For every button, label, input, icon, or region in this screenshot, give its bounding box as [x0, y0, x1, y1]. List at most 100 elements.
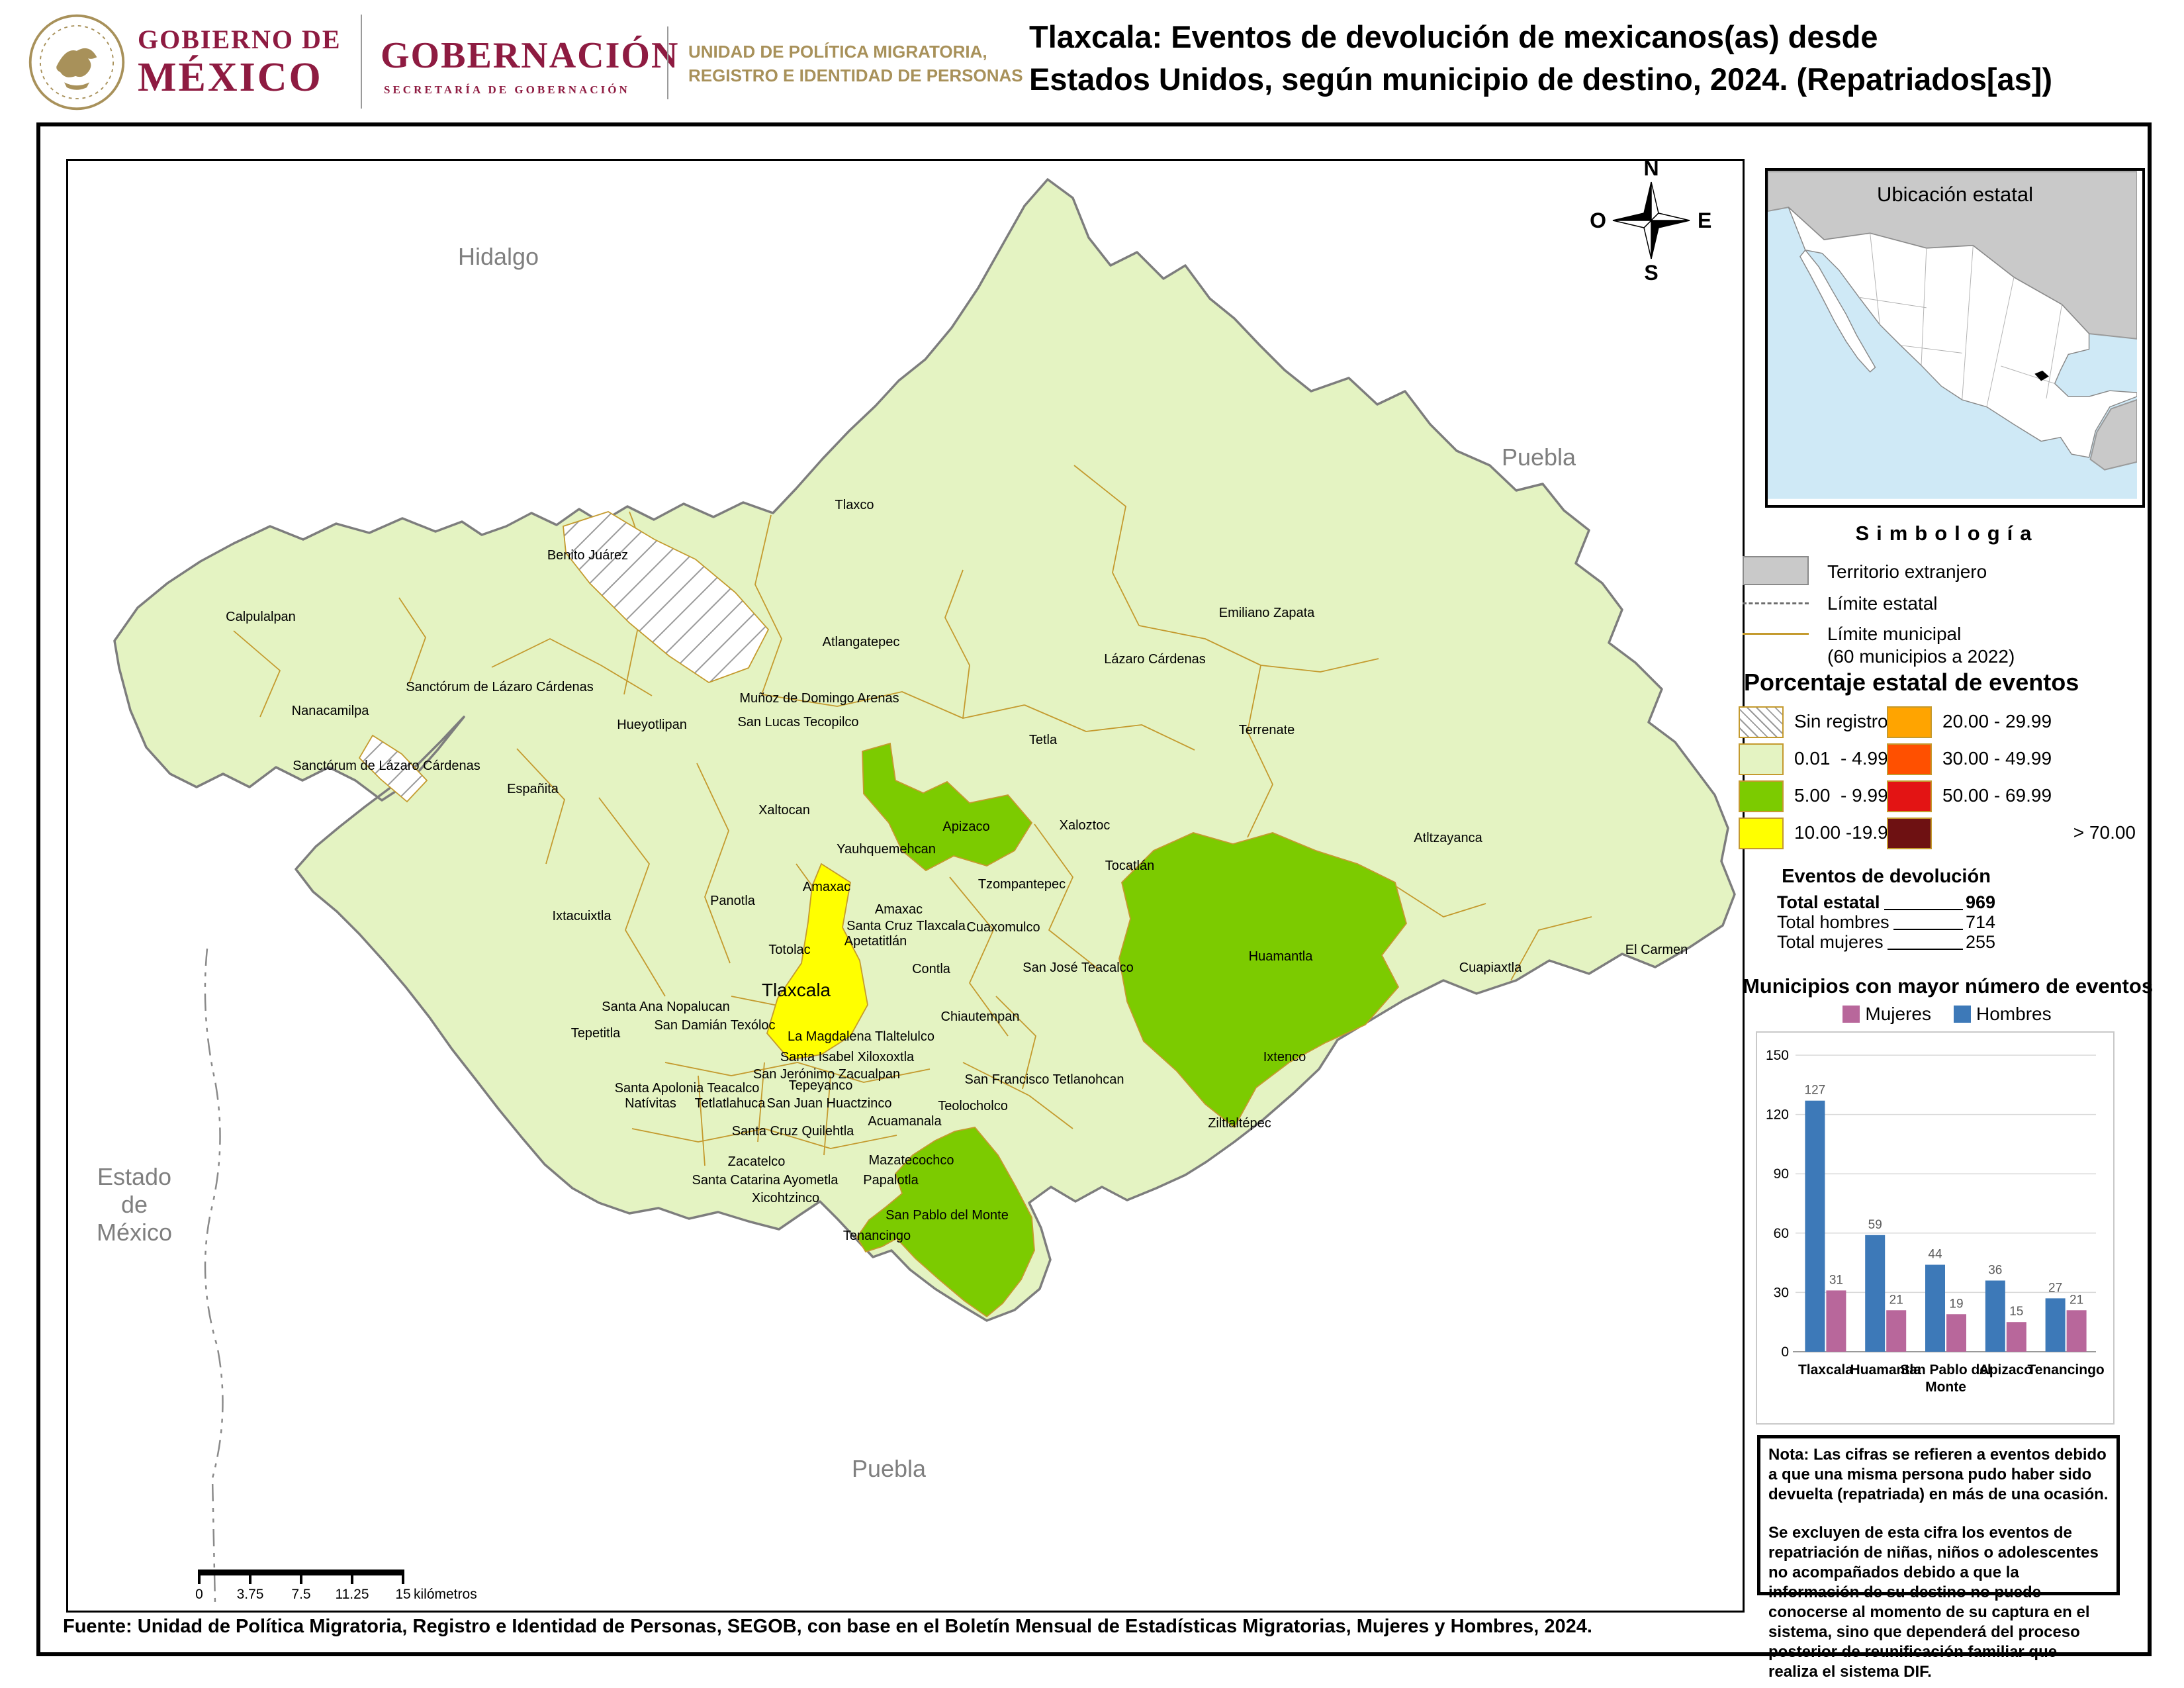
municipality-label: Santa Ana Nopalucan	[602, 1000, 730, 1014]
compass-letters: N S E O	[1590, 161, 1711, 285]
municipality-label: Tlaxco	[835, 498, 874, 512]
y-axis-tick-label: 30	[1774, 1285, 1789, 1300]
mexico-eagle-seal-icon	[28, 14, 125, 111]
percent-legend-row: 0.01 - 4.99 30.00 - 49.99	[1739, 740, 2144, 777]
gobierno-de-text: GOBIERNO DE	[138, 24, 341, 54]
municipality-label: Lázaro Cárdenas	[1104, 652, 1205, 667]
stat-value: 255	[1965, 932, 1995, 952]
bar-value-label: 59	[1868, 1218, 1882, 1232]
bar-hombres-apizaco	[1985, 1280, 2005, 1352]
municipality-label: Terrenate	[1239, 723, 1295, 737]
neighbor-state-label: Puebla	[852, 1455, 927, 1482]
municipality-label: Apetatitlán	[844, 934, 907, 949]
legend-label: 5.00 - 9.99	[1794, 785, 1888, 806]
series-legend-item-hombres: Hombres	[1954, 1004, 2052, 1025]
municipality-label: Emiliano Zapata	[1219, 606, 1315, 620]
title-line-1: Tlaxcala: Eventos de devolución de mexic…	[1029, 19, 1878, 54]
bar-mujeres-san-pablo-del-monte	[1946, 1314, 1966, 1352]
compass-s: S	[1644, 261, 1658, 285]
municipality-label: Apizaco	[942, 820, 989, 834]
note-paragraph: Se excluyen de esta cifra los eventos de…	[1768, 1524, 2099, 1681]
municipality-label: Papalotla	[863, 1173, 919, 1188]
legend-label: 0.01 - 4.99	[1794, 748, 1888, 769]
municipality-label: Muñoz de Domingo Arenas	[739, 691, 899, 706]
bar-mujeres-tlaxcala	[1826, 1290, 1846, 1352]
legend-swatch	[1887, 818, 1932, 849]
bar-value-label: 19	[1949, 1297, 1963, 1311]
source-line: Fuente: Unidad de Política Migratoria, R…	[63, 1616, 1592, 1637]
devolution-stats: Eventos de devolución Total estatal 969 To…	[1777, 866, 1995, 953]
stat-leader-line	[1887, 949, 1963, 950]
legend-swatch	[1887, 780, 1932, 812]
legend-label: 20.00 - 29.99	[1942, 711, 2052, 731]
municipality-label: Amaxac	[875, 902, 923, 917]
percent-legend-row: Sin registro 20.00 - 29.99	[1739, 703, 2144, 740]
bar-chart: 0 30 60 90 120 150 127 31 Tlaxcala 59 21 Huamantla 4…	[1756, 1031, 2115, 1425]
bar-value-label: 31	[1829, 1273, 1843, 1287]
municipality-label: Atlangatepec	[823, 635, 900, 649]
municipality-label: Sanctórum de Lázaro Cárdenas	[406, 680, 594, 694]
municipality-label: Chiautempan	[941, 1009, 1020, 1024]
bar-value-label: 27	[2048, 1281, 2062, 1295]
mexico-state-lines	[1858, 233, 2062, 407]
legend-label: > 70.00	[2073, 822, 2136, 843]
mexico-mainland	[1788, 207, 2138, 458]
y-axis-tick-label: 120	[1766, 1107, 1789, 1123]
scale-bar: 0 3.75 7.5 11.25 15 kilómetros	[195, 1570, 477, 1602]
municipality-label: San Francisco Tetlanohcan	[965, 1072, 1124, 1087]
municipality-label: Totolac	[768, 943, 810, 957]
percent-legend-row: 5.00 - 9.99 50.00 - 69.99	[1739, 777, 2144, 814]
y-axis-tick-label: 90	[1774, 1166, 1789, 1182]
municipality-label: San Damián Texóloc	[654, 1018, 775, 1033]
stat-value: 714	[1965, 912, 1995, 932]
municipality-label: Mazatecochco	[869, 1153, 954, 1168]
municipality-label: Tlaxcala	[762, 980, 831, 1000]
page-title: Tlaxcala: Eventos de devolución de mexic…	[1029, 16, 2052, 101]
stat-label: Total mujeres	[1777, 932, 1884, 952]
x-axis-category-label: Tenancingo	[2027, 1362, 2104, 1378]
territorio-extranjero-label: Territorio extranjero	[1827, 561, 1987, 582]
stat-value: 969	[1965, 892, 1995, 912]
state-location-inset: Ubicación estatal	[1765, 168, 2145, 508]
header-divider-1	[361, 15, 362, 109]
neighbor-state-label: Estado	[97, 1163, 171, 1190]
bar-hombres-san-pablo-del-monte	[1925, 1264, 1945, 1352]
scale-tick-label: 0	[195, 1587, 203, 1602]
region-sanctorum-hatched-2	[358, 734, 428, 803]
x-axis-category-label: San Pablo del	[1900, 1362, 1991, 1378]
header: GOBIERNO DE MÉXICO GOBERNACIÓN SECRETARÍ…	[0, 0, 2184, 122]
municipality-label: Cuaxomulco	[966, 920, 1040, 935]
territorio-extranjero-swatch	[1743, 556, 1809, 585]
mujeres-swatch	[1843, 1006, 1860, 1023]
x-axis-category-label: Monte	[1925, 1380, 1966, 1395]
stat-label: Total hombres	[1777, 912, 1889, 932]
neighbor-state-label: México	[97, 1219, 172, 1246]
neighbor-state-label: de	[121, 1191, 148, 1218]
stat-label: Total estatal	[1777, 892, 1880, 912]
municipality-label: Natívitas	[625, 1096, 676, 1111]
bar-chart-title: Municipios con mayor número de eventos	[1742, 974, 2154, 998]
hombres-label: Hombres	[1976, 1004, 2052, 1024]
y-axis-tick-label: 0	[1781, 1344, 1789, 1360]
compass-n: N	[1643, 161, 1659, 180]
municipality-label: Teolocholco	[938, 1099, 1008, 1113]
legend-limite-municipal: Límite municipal	[1743, 620, 2144, 650]
bar-value-label: 21	[2070, 1293, 2083, 1307]
bar-hombres-tenancingo	[2045, 1298, 2066, 1352]
municipality-label: San Juan Huactzinco	[766, 1096, 891, 1111]
legend-label: Sin registro	[1794, 711, 1888, 731]
scale-tick-label: 7.5	[291, 1587, 310, 1602]
percent-legend-row: 10.00 -19.99 > 70.00	[1739, 814, 2144, 851]
municipality-label: Tetlatlahuca	[695, 1096, 766, 1111]
map-panel: Tlaxco Benito Juárez Calpulalpan Emiliano Z…	[66, 159, 1745, 1613]
municipality-label: Sanctórum de Lázaro Cárdenas	[293, 759, 480, 773]
legend-swatch	[1739, 818, 1784, 849]
legend-label: 10.00 -19.99	[1794, 822, 1899, 843]
legend-label: 30.00 - 49.99	[1942, 748, 2052, 769]
municipality-label: San Pablo del Monte	[886, 1208, 1009, 1223]
legend-label: 50.00 - 69.99	[1942, 785, 2052, 806]
limite-municipal-label: Límite municipal	[1827, 624, 1962, 644]
compass-e: E	[1698, 209, 1711, 232]
mexico-country-inset-map	[1767, 171, 2138, 499]
